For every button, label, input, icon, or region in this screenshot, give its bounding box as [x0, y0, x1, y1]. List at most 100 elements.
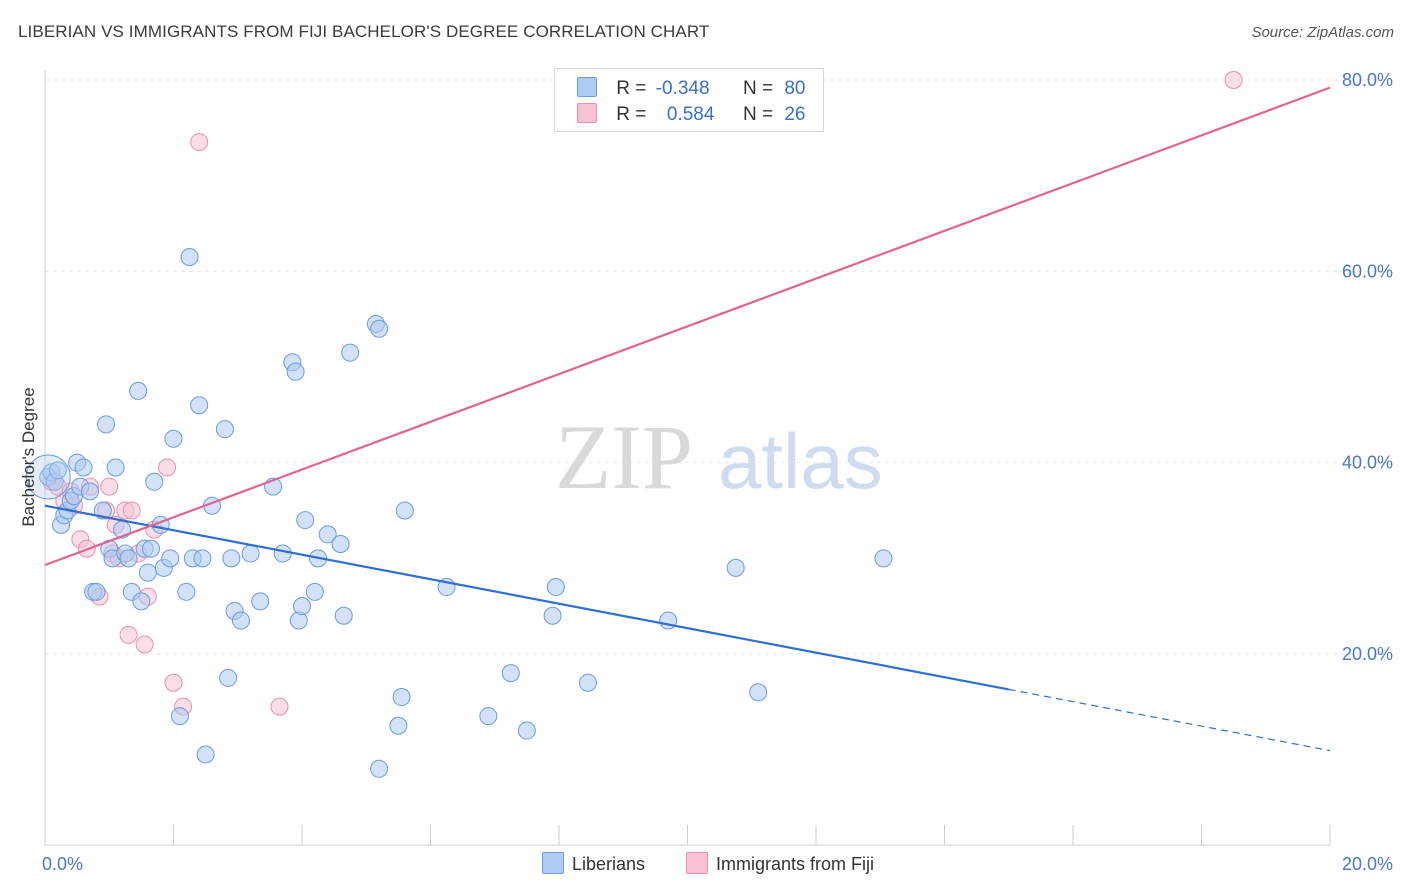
liberians-point [293, 597, 311, 616]
liberians-point [341, 343, 360, 362]
liberians-point [80, 482, 99, 501]
series-liberians-points [25, 247, 893, 778]
bottom-legend-liberians: Liberians [542, 852, 645, 875]
liberians-point [138, 563, 157, 582]
liberians-point [305, 582, 324, 601]
legend-swatch-pink [577, 103, 597, 123]
correlation-legend: R = -0.348 N = 80 R = 0.584 N = 26 [554, 68, 824, 132]
x-tick-label: 20.0% [1342, 854, 1393, 874]
liberians-point [318, 525, 337, 544]
bottom-legend-fiji: Immigrants from Fiji [686, 852, 874, 875]
liberians-point [296, 511, 315, 530]
liberians-point [331, 534, 350, 553]
legend-swatch-blue [577, 77, 597, 97]
liberians-point [273, 544, 292, 563]
fiji-point [158, 458, 177, 477]
trend-lines [44, 86, 1331, 752]
liberians-point [726, 558, 745, 577]
liberians-point [395, 501, 414, 520]
liberians-point [501, 664, 520, 683]
liberians-point [334, 606, 353, 625]
liberians-point [177, 582, 196, 601]
liberians-point [749, 683, 768, 702]
x-tick-labels: 0.0% 20.0% [42, 854, 1393, 874]
fiji-point [122, 501, 141, 520]
liberians-trend-line [44, 504, 1009, 691]
fiji-point [135, 635, 154, 654]
fiji-point [190, 133, 209, 152]
liberians-point [164, 429, 183, 448]
liberians-trend-extension [1008, 688, 1331, 752]
liberians-point [392, 688, 411, 707]
legend-row-fiji: R = 0.584 N = 26 [577, 103, 805, 125]
liberians-point [231, 611, 250, 630]
watermark-atlas: atlas [718, 417, 883, 505]
y-tick-label: 80.0% [1342, 70, 1393, 90]
fiji-point [164, 673, 183, 692]
liberians-point [119, 549, 138, 568]
liberians-point [132, 592, 151, 611]
liberians-point [222, 549, 241, 568]
fiji-point [119, 625, 138, 644]
liberians-point [180, 247, 199, 266]
chart-title: LIBERIAN VS IMMIGRANTS FROM FIJI BACHELO… [18, 22, 710, 41]
liberians-point [74, 458, 93, 477]
liberians-point [48, 461, 67, 480]
y-tick-label: 40.0% [1342, 453, 1393, 473]
legend-r-label: R = [616, 78, 647, 99]
legend-n-label: N = [742, 78, 774, 99]
fiji-point [270, 697, 289, 716]
fiji-trend-line [44, 86, 1331, 567]
grid-lines [45, 79, 1390, 655]
legend-r-value: -0.348 [655, 78, 710, 99]
bottom-legend-label: Liberians [572, 854, 646, 874]
liberians-point [170, 707, 189, 726]
y-axis-label: Bachelor's Degree [19, 387, 38, 526]
watermark-zip: ZIP [555, 406, 693, 508]
liberians-point [129, 381, 148, 400]
liberians-point [241, 544, 260, 563]
liberians-point [196, 745, 215, 764]
liberians-point [479, 707, 498, 726]
fiji-point [100, 477, 119, 496]
liberians-point [546, 578, 565, 597]
liberians-point [251, 592, 270, 611]
y-tick-label: 20.0% [1342, 644, 1393, 664]
source-credit: Source: ZipAtlas.com [1251, 24, 1394, 41]
liberians-point [874, 549, 893, 568]
liberians-point [543, 606, 562, 625]
liberians-point [145, 472, 164, 491]
legend-n-value: 26 [784, 104, 806, 125]
liberians-point [215, 420, 234, 439]
liberians-point [578, 673, 597, 692]
liberians-point [87, 582, 106, 601]
bottom-legend-label: Immigrants from Fiji [716, 854, 875, 874]
y-tick-labels: 20.0% 40.0% 60.0% 80.0% [1342, 70, 1393, 664]
y-tick-label: 60.0% [1342, 261, 1393, 281]
bottom-legend-swatch-pink [686, 852, 708, 874]
legend-n-value: 80 [784, 78, 806, 99]
liberians-point-large [25, 454, 71, 500]
axes [44, 70, 1331, 846]
liberians-point [93, 501, 112, 520]
liberians-point [517, 721, 536, 740]
liberians-point [389, 716, 408, 735]
liberians-point [193, 549, 212, 568]
liberians-point [219, 668, 238, 687]
bottom-legend-swatch-blue [542, 852, 564, 874]
liberians-point [370, 759, 389, 778]
liberians-point [286, 362, 305, 381]
liberians-point [97, 415, 116, 434]
legend-r-value: 0.584 [666, 104, 715, 125]
liberians-point [142, 539, 161, 558]
x-tick-label: 0.0% [42, 854, 83, 874]
legend-r-label: R = [616, 104, 647, 125]
legend-n-label: N = [742, 104, 774, 125]
liberians-point [370, 319, 389, 338]
liberians-point [190, 396, 209, 415]
legend-row-liberians: R = -0.348 N = 80 [577, 77, 805, 99]
liberians-point [161, 549, 180, 568]
fiji-point [1224, 71, 1243, 89]
liberians-point [106, 458, 125, 477]
